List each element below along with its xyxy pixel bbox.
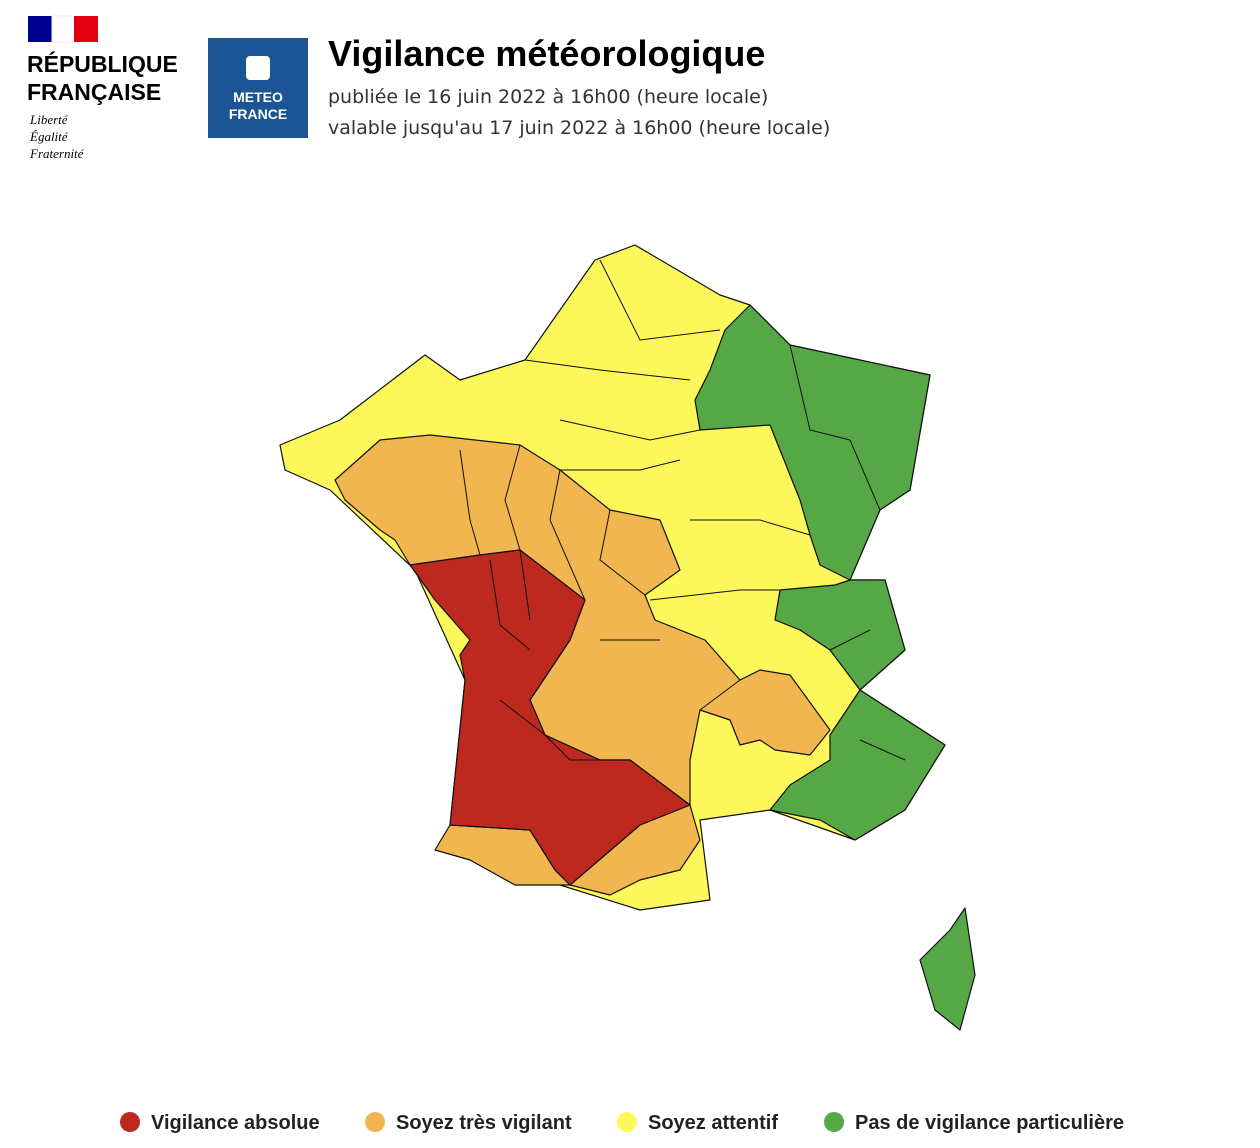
legend: Vigilance absolue Soyez très vigilant Soye… bbox=[120, 1112, 1124, 1134]
region-green bbox=[694, 304, 931, 581]
motto: Égalité bbox=[29, 129, 69, 144]
legend-label: Soyez très vigilant bbox=[396, 1112, 572, 1134]
meteo-logo bbox=[208, 38, 308, 138]
subtitle: publiée le 16 juin 2022 à 16h00 (heure l… bbox=[328, 86, 768, 108]
legend-swatch bbox=[824, 1112, 844, 1132]
flag-red bbox=[74, 16, 98, 42]
legend-label: Vigilance absolue bbox=[151, 1112, 320, 1134]
subtitle: valable jusqu'au 17 juin 2022 à 16h00 (h… bbox=[328, 117, 830, 139]
legend-swatch bbox=[120, 1112, 140, 1132]
department-borders bbox=[459, 259, 906, 761]
motto: Liberté bbox=[29, 112, 69, 127]
title: Vigilance météorologique bbox=[328, 33, 765, 74]
motto: Fraternité bbox=[29, 146, 85, 161]
republic-line: FRANÇAISE bbox=[27, 79, 161, 105]
republic-line: RÉPUBLIQUE bbox=[27, 50, 178, 77]
legend-swatch bbox=[365, 1112, 385, 1132]
logo-text: METEO bbox=[233, 89, 283, 105]
legend-swatch bbox=[617, 1112, 637, 1132]
meteo-icon bbox=[246, 56, 270, 80]
region-red bbox=[409, 549, 691, 886]
flag-white bbox=[51, 15, 75, 43]
region-green bbox=[919, 907, 976, 1031]
flag-blue bbox=[28, 16, 52, 42]
logo-text: FRANCE bbox=[229, 106, 287, 122]
legend-label: Soyez attentif bbox=[648, 1112, 778, 1134]
map bbox=[279, 244, 976, 1031]
legend-label: Pas de vigilance particulière bbox=[855, 1112, 1124, 1134]
